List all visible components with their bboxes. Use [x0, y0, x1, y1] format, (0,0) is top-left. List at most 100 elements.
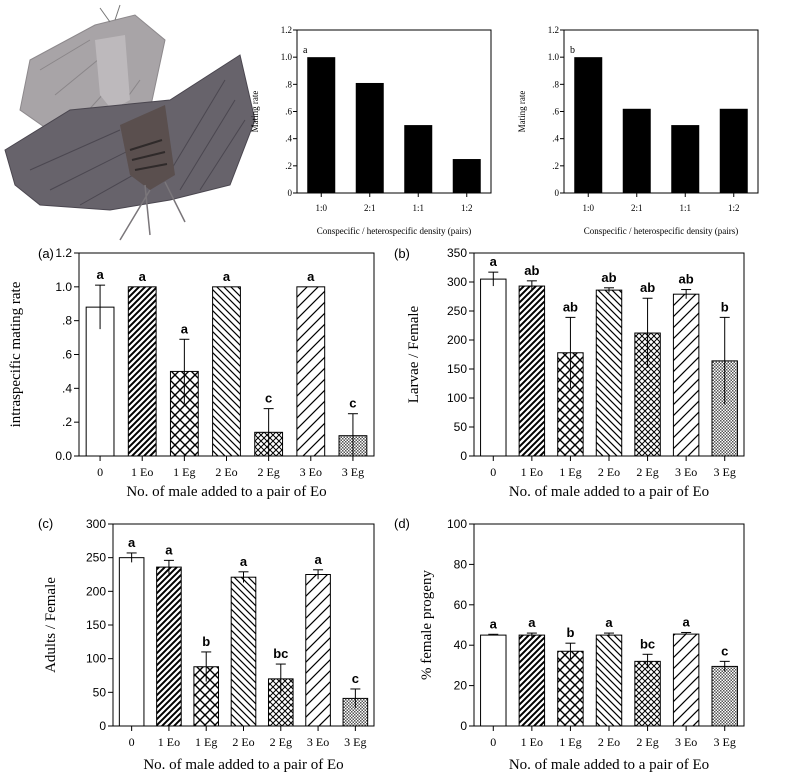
y-tick-label: 0: [555, 188, 560, 198]
x-tick-label: 2 Eo: [215, 465, 237, 479]
bar-1-eo: [156, 566, 182, 727]
x-tick-label: 2 Eo: [598, 465, 620, 479]
panel-letter: a: [303, 45, 308, 56]
significance-letter: a: [96, 267, 104, 282]
x-tick-label: 3 Eg: [714, 465, 736, 479]
bar-3-eo: [672, 633, 700, 727]
x-axis-label: No. of male added to a pair of Eo: [509, 484, 709, 500]
y-tick-label: .8: [552, 79, 559, 89]
significance-letter: ab: [640, 280, 655, 295]
significance-letter: ab: [679, 272, 694, 287]
y-tick-label: 60: [454, 598, 468, 612]
significance-letter: c: [721, 643, 728, 658]
y-tick-label: .8: [285, 79, 292, 89]
x-tick-label: 3 Eo: [675, 465, 697, 479]
y-tick-label: 1.2: [281, 25, 292, 35]
y-tick-label: 150: [86, 618, 106, 632]
significance-letter: b: [202, 634, 210, 649]
bar-1-0: [574, 57, 603, 193]
y-axis-label: Adults / Female: [43, 577, 59, 673]
y-tick-label: 0: [99, 719, 106, 733]
significance-letter: a: [181, 321, 189, 336]
x-tick-label: 3 Eg: [344, 735, 366, 749]
x-tick-label: 0: [97, 465, 103, 479]
significance-letter: b: [566, 625, 574, 640]
significance-letter: b: [721, 299, 729, 314]
y-tick-label: 1.0: [55, 280, 72, 294]
bar-2-eo: [230, 576, 257, 727]
bar-3-eo: [296, 286, 326, 457]
y-tick-label: .4: [552, 134, 559, 144]
y-tick-label: .4: [285, 134, 292, 144]
significance-letter: ab: [601, 270, 616, 285]
chart-panel-d: 0 20 40 60 80 100 a 0 a 1 Eo b 1 Eg a 2 Eo bc 2 Eg a 3 Eo…: [394, 516, 745, 773]
panel-label: (a): [38, 246, 54, 261]
y-tick-label: 250: [86, 551, 106, 565]
significance-letter: ab: [524, 263, 539, 278]
bar-0: [480, 634, 507, 727]
x-axis-label: No. of male added to a pair of Eo: [143, 757, 343, 773]
x-tick-label: 1 Eo: [521, 735, 543, 749]
x-tick-label: 2 Eg: [636, 735, 658, 749]
bar-1-eo: [518, 285, 546, 457]
y-axis-label: Larvae / Female: [406, 305, 422, 403]
x-axis-label: Conspecific / heterospecific density (pa…: [584, 226, 738, 236]
y-tick-label: 0: [460, 719, 467, 733]
x-tick-label: 1:1: [679, 203, 691, 213]
bar-1-2: [452, 159, 481, 193]
y-tick-label: .2: [285, 161, 292, 171]
bar-2-1: [355, 82, 384, 193]
x-tick-label: 1 Eg: [559, 735, 581, 749]
significance-letter: a: [240, 554, 248, 569]
bar-1-eg: [557, 650, 584, 727]
y-tick-label: 1.2: [548, 25, 559, 35]
significance-letter: a: [314, 552, 322, 567]
x-tick-label: 1:0: [315, 203, 327, 213]
x-tick-label: 0: [490, 465, 496, 479]
y-tick-label: 1.0: [548, 52, 560, 62]
x-tick-label: 1 Eo: [131, 465, 153, 479]
bar-1-eo: [518, 634, 546, 727]
y-tick-label: 80: [454, 557, 468, 571]
y-tick-label: 300: [86, 517, 106, 531]
y-tick-label: 0: [460, 449, 467, 463]
chart-panel-c: 0 50 100 150 200 250 300 a 0 a 1 Eo b 1 Eg a 2 Eo bc 2 E…: [38, 516, 375, 773]
x-tick-label: 3 Eo: [300, 465, 322, 479]
y-tick-label: 100: [447, 391, 467, 405]
bar-2-eo: [595, 634, 623, 727]
panel-label: (c): [38, 516, 53, 531]
significance-letter: bc: [640, 636, 655, 651]
y-tick-label: 50: [93, 685, 107, 699]
significance-letter: c: [265, 391, 272, 406]
significance-letter: a: [165, 542, 173, 557]
significance-letter: ab: [563, 299, 578, 314]
bar-2-1: [622, 108, 651, 193]
significance-letter: c: [349, 396, 356, 411]
bar-1-2: [719, 108, 748, 193]
x-tick-label: 1:0: [582, 203, 594, 213]
bar-1-eo: [127, 286, 157, 457]
panel-label: (b): [394, 246, 410, 261]
x-axis-label: No. of male added to a pair of Eo: [509, 757, 709, 773]
chart-panel-b: 0 50 100 150 200 250 300 350 a 0 ab 1 Eo ab 1 Eg ab 2 E…: [394, 246, 745, 500]
small-chart-b: 0 .2 .4 .6 .8 1.0 1.2 1:0 2:1 1:1 1:2 b Conspecific …: [517, 25, 759, 236]
y-tick-label: 0.0: [55, 449, 72, 463]
x-tick-label: 1:2: [461, 203, 473, 213]
bar-0: [480, 278, 507, 457]
bar-1-0: [307, 57, 336, 193]
x-tick-label: 3 Eg: [342, 465, 364, 479]
x-tick-label: 2 Eo: [232, 735, 254, 749]
bar-2-eo: [595, 289, 623, 457]
y-axis-label: % female progeny: [419, 570, 435, 680]
y-tick-label: 200: [86, 584, 106, 598]
significance-letter: a: [490, 616, 498, 631]
x-tick-label: 1 Eg: [559, 465, 581, 479]
y-tick-label: 350: [447, 246, 467, 260]
x-tick-label: 0: [490, 735, 496, 749]
x-tick-label: 1 Eo: [158, 735, 180, 749]
y-tick-label: .4: [62, 381, 72, 395]
x-tick-label: 1 Eg: [195, 735, 217, 749]
significance-letter: a: [528, 615, 536, 630]
y-tick-label: 1.0: [281, 52, 293, 62]
